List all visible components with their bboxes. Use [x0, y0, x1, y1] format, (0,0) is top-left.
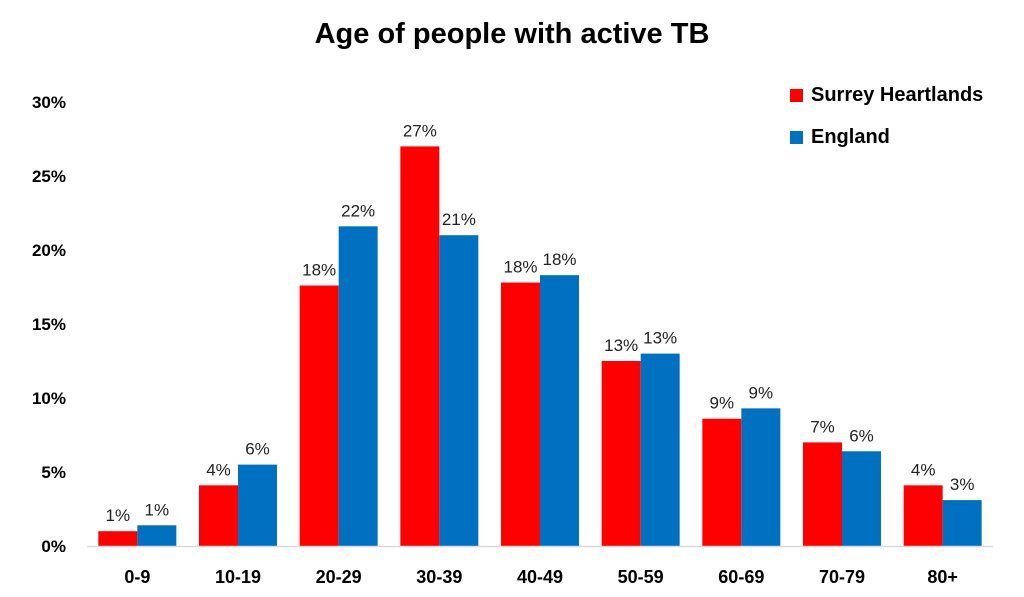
- data-label: 7%: [810, 417, 835, 436]
- bar-england: [338, 226, 378, 546]
- y-tick-label: 30%: [32, 93, 66, 112]
- y-tick-label: 25%: [32, 167, 66, 186]
- bar-surrey: [199, 485, 238, 546]
- x-tick-label: 30-39: [416, 567, 462, 587]
- x-tick-label: 0-9: [124, 567, 150, 587]
- data-label: 21%: [442, 210, 476, 229]
- data-label: 22%: [341, 201, 375, 220]
- bar-surrey: [702, 418, 742, 546]
- data-label: 18%: [302, 261, 336, 280]
- bar-england: [741, 408, 781, 546]
- legend-label-surrey: Surrey Heartlands: [811, 84, 984, 106]
- bar-surrey: [98, 531, 138, 546]
- bar-surrey: [903, 485, 943, 546]
- data-label: 3%: [950, 475, 975, 494]
- bar-england: [942, 500, 982, 546]
- x-tick-label: 50-59: [618, 567, 664, 587]
- legend-swatch-england: [790, 131, 803, 144]
- legend-label-england: England: [811, 126, 890, 148]
- bar-surrey: [299, 285, 339, 546]
- data-label: 1%: [145, 500, 170, 519]
- x-tick-label: 10-19: [215, 567, 261, 587]
- bar-surrey: [501, 282, 540, 546]
- bar-england: [640, 353, 680, 546]
- bar-england: [842, 451, 881, 546]
- legend-item-england: England: [790, 126, 890, 149]
- x-tick-label: 20-29: [316, 567, 362, 587]
- bar-surrey: [803, 442, 842, 546]
- data-label: 13%: [604, 336, 638, 355]
- bar-surrey: [601, 361, 641, 546]
- bar-england: [540, 275, 579, 546]
- x-tick-label: 40-49: [517, 567, 563, 587]
- y-tick-label: 5%: [41, 463, 66, 482]
- data-label: 6%: [245, 440, 270, 459]
- x-tick-label: 70-79: [819, 567, 865, 587]
- data-label: 18%: [503, 258, 537, 277]
- y-tick-label: 0%: [41, 537, 66, 556]
- data-label: 9%: [710, 394, 735, 413]
- data-label: 13%: [643, 329, 677, 348]
- bar-surrey: [400, 146, 440, 546]
- bar-england: [238, 464, 277, 546]
- data-label: 6%: [849, 426, 874, 445]
- chart-title: Age of people with active TB: [314, 18, 710, 50]
- bar-england: [137, 525, 177, 546]
- y-tick-label: 10%: [32, 389, 66, 408]
- y-tick-label: 15%: [32, 315, 66, 334]
- legend-item-surrey: Surrey Heartlands: [790, 84, 983, 107]
- x-tick-label: 80+: [927, 567, 958, 587]
- data-label: 1%: [106, 506, 131, 525]
- data-label: 4%: [206, 460, 231, 479]
- y-tick-label: 20%: [32, 241, 66, 260]
- legend-swatch-surrey: [790, 89, 803, 102]
- data-label: 4%: [911, 460, 936, 479]
- data-label: 18%: [542, 250, 576, 269]
- bar-england: [439, 235, 479, 546]
- x-tick-label: 60-69: [718, 567, 764, 587]
- data-label: 9%: [749, 383, 774, 402]
- data-label: 27%: [403, 121, 437, 140]
